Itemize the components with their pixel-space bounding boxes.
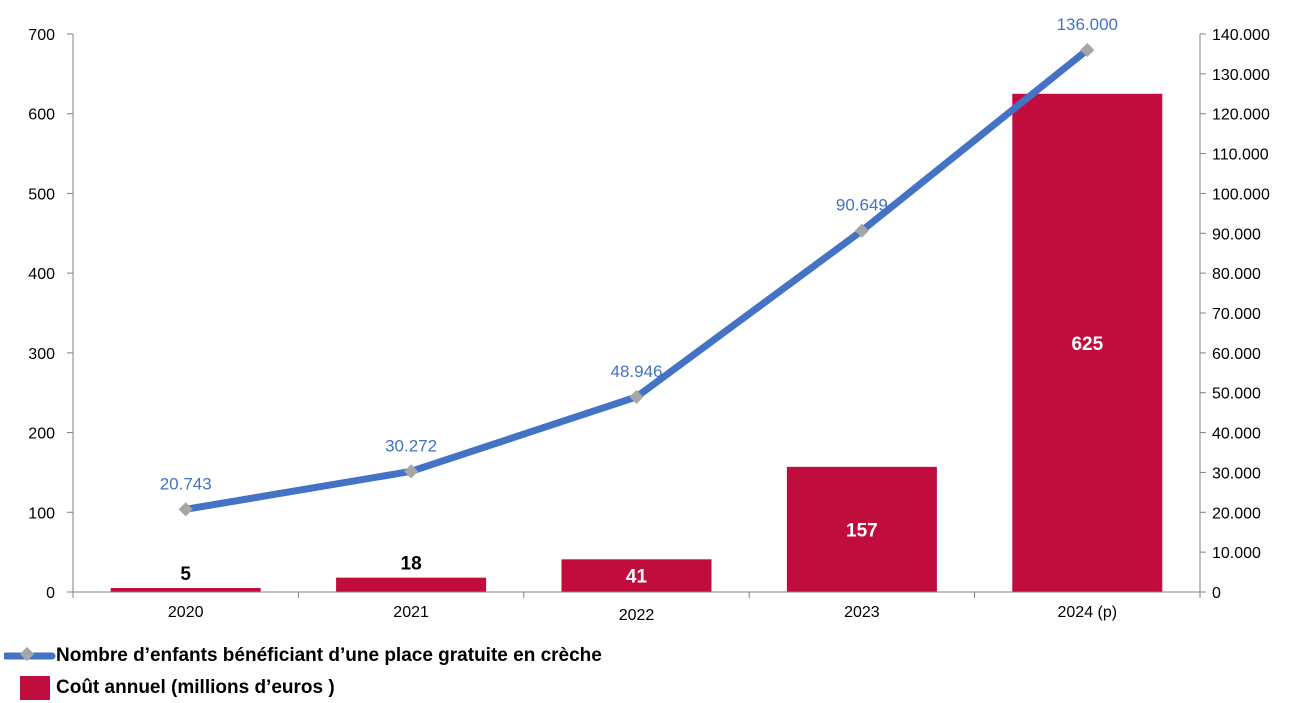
line-data-label: 30.272 — [385, 436, 437, 455]
left-tick-label: 600 — [28, 107, 55, 124]
left-y-axis: 0 100 200 300 400 500 600 700 — [28, 27, 74, 602]
x-tick-label: 2020 — [168, 604, 204, 621]
bar — [1012, 93, 1163, 593]
line-point-marker — [404, 464, 419, 479]
left-tick-label: 300 — [28, 346, 55, 363]
x-tick-label: 2024 (p) — [1058, 604, 1118, 621]
bar-data-label: 18 — [401, 554, 422, 575]
legend-item-line: Nombre d’enfants bénéficiant d’une place… — [4, 641, 904, 671]
right-tick-label: 0 — [1212, 585, 1221, 602]
right-tick-label: 70.000 — [1212, 306, 1261, 323]
right-tick-label: 20.000 — [1212, 505, 1261, 522]
series-line — [182, 46, 1091, 513]
left-tick-label: 700 — [28, 27, 55, 44]
right-tick-label: 130.000 — [1212, 67, 1270, 84]
left-tick-label: 100 — [28, 505, 55, 522]
line-data-label: 136.000 — [1057, 15, 1118, 34]
line-series — [178, 42, 1095, 517]
x-tick-label: 2022 — [619, 607, 655, 624]
bar-data-label: 5 — [180, 564, 191, 585]
x-tick-label: 2021 — [393, 604, 429, 621]
left-tick-label: 200 — [28, 426, 55, 443]
bar-data-label: 41 — [626, 567, 648, 588]
legend-bar-swatch — [20, 676, 50, 700]
legend-line-swatch — [4, 646, 56, 662]
bar-data-label: 625 — [1071, 334, 1103, 355]
x-axis: 2020 2021 2022 2023 2024 (p) — [72, 591, 1201, 624]
left-tick-label: 400 — [28, 266, 55, 283]
line-point-marker — [178, 502, 193, 517]
line-point-marker — [629, 389, 644, 404]
line-data-label: 20.743 — [160, 474, 212, 493]
bar-data-label: 157 — [846, 520, 878, 541]
right-tick-label: 10.000 — [1212, 545, 1261, 562]
right-tick-label: 110.000 — [1212, 147, 1269, 164]
right-tick-label: 60.000 — [1212, 346, 1261, 363]
right-tick-label: 140.000 — [1212, 27, 1270, 44]
right-tick-label: 90.000 — [1212, 226, 1261, 243]
combo-chart: 0 100 200 300 400 500 600 700 0 10.000 20.000 30.0… — [28, 15, 1270, 624]
data-labels: 20.743 30.272 48.946 90.649 136.000 5 18 41 157 6… — [160, 15, 1118, 588]
bar — [110, 588, 261, 592]
line-point-marker — [1080, 42, 1095, 58]
left-tick-label: 500 — [28, 186, 55, 203]
legend-label-line: Nombre d’enfants bénéficiant d’une place… — [56, 645, 602, 666]
right-tick-label: 120.000 — [1212, 107, 1270, 124]
left-tick-label: 0 — [46, 585, 55, 602]
bar — [561, 559, 712, 592]
right-tick-label: 50.000 — [1212, 386, 1261, 403]
line-data-label: 48.946 — [611, 362, 663, 381]
x-tick-label: 2023 — [844, 604, 880, 621]
bar — [336, 577, 487, 592]
right-tick-label: 80.000 — [1212, 266, 1261, 283]
right-tick-label: 40.000 — [1212, 426, 1261, 443]
bar — [786, 466, 937, 592]
right-tick-label: 100.000 — [1212, 186, 1270, 203]
right-y-axis: 0 10.000 20.000 30.000 40.000 50.000 60.000 70.… — [1199, 27, 1270, 602]
right-tick-label: 30.000 — [1212, 465, 1261, 482]
line-data-label: 90.649 — [836, 196, 888, 215]
legend-label-bar: Coût annuel (millions d’euros ) — [56, 677, 335, 698]
line-point-marker — [854, 223, 869, 238]
bar-series — [110, 93, 1163, 593]
legend-item-bar: Coût annuel (millions d’euros ) — [4, 673, 904, 703]
